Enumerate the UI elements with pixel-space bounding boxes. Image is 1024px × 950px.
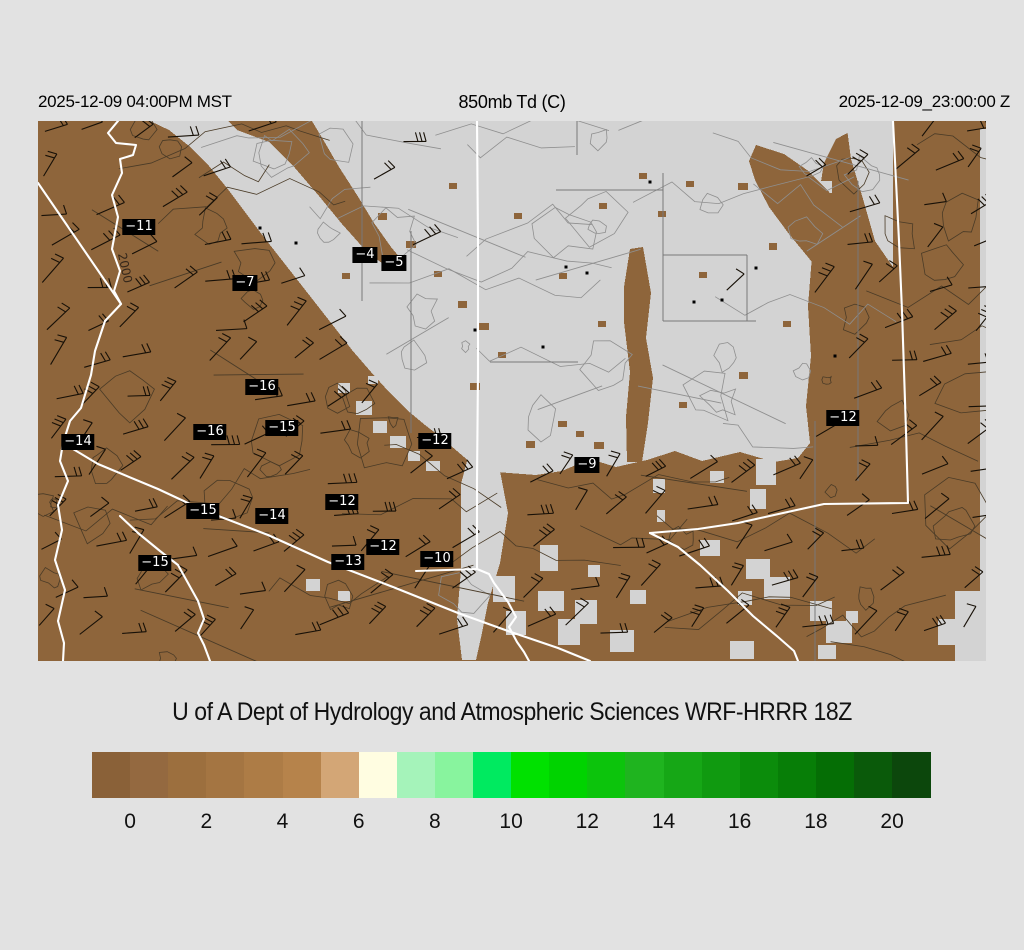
station-value-label: −9 (574, 457, 600, 473)
colorbar-tick-label: 0 (124, 810, 136, 833)
colorbar-tick-label: 20 (880, 810, 904, 833)
colorbar-cell (320, 752, 360, 798)
map-canvas: −11 −4 −5 −7 −16 −16 −15 −14 −12 −12 −9 −15 −14 −12 −1… (38, 121, 986, 661)
colorbar-cell (625, 752, 665, 798)
station-value-label: −12 (366, 539, 400, 555)
station-value-label: −15 (186, 503, 220, 519)
station-value-label: −13 (331, 554, 365, 570)
station-value-label: −16 (245, 379, 279, 395)
colorbar-cell (358, 752, 398, 798)
valid-time-local: 2025-12-09 04:00PM MST (38, 92, 232, 111)
colorbar-cell (206, 752, 245, 798)
colorbar-cell (168, 752, 207, 798)
station-value-label: −10 (420, 551, 454, 567)
colorbar-cell (777, 752, 817, 798)
station-value-label: −14 (61, 434, 95, 450)
colorbar-tick-label: 12 (575, 810, 599, 833)
colorbar-cell (549, 752, 588, 798)
colorbar-cell (739, 752, 779, 798)
colorbar (0, 752, 1024, 798)
colorbar-cell (434, 752, 474, 798)
station-value-label: −15 (265, 420, 299, 436)
colorbar-tick-label: 10 (499, 810, 523, 833)
colorbar-cell (815, 752, 855, 798)
colorbar-tick-label: 6 (352, 810, 365, 833)
station-value-label: −5 (381, 255, 407, 271)
colorbar-tick-label: 8 (429, 810, 441, 833)
station-value-label: −7 (232, 275, 258, 291)
colorbar-cell (854, 752, 893, 798)
colorbar-tick-label: 16 (728, 810, 752, 833)
map-caption: U of A Dept of Hydrology and Atmospheric… (172, 698, 852, 726)
colorbar-cell (244, 752, 284, 798)
colorbar-cell (396, 752, 436, 798)
colorbar-cell (511, 752, 550, 798)
colorbar-cell (473, 752, 512, 798)
colorbar-cell (587, 752, 626, 798)
station-value-label: −4 (352, 247, 378, 263)
map-graphics (38, 121, 986, 661)
valid-time-utc: 2025-12-09_23:00:00 Z (838, 92, 1011, 111)
station-value-label: −11 (122, 219, 156, 235)
colorbar-cell (892, 752, 931, 798)
colorbar-tick-label: 4 (276, 810, 289, 833)
colorbar-cell (92, 752, 131, 798)
station-value-label: −15 (138, 555, 172, 571)
station-value-label: −12 (418, 433, 452, 449)
station-value-label: −16 (193, 424, 227, 440)
product-title: 850mb Td (C) (458, 92, 566, 112)
colorbar-cell (663, 752, 703, 798)
colorbar-cell (282, 752, 322, 798)
station-value-label: −14 (255, 508, 289, 524)
station-value-label: −12 (325, 494, 359, 510)
colorbar-tick-label: 2 (200, 810, 213, 833)
colorbar-tick-label: 18 (804, 810, 828, 833)
colorbar-cell (130, 752, 169, 798)
colorbar-tick-labels: 0 2 4 6 8 10 12 14 16 18 20 (0, 810, 1024, 838)
colorbar-tick-label: 14 (651, 810, 676, 833)
colorbar-cell (701, 752, 741, 798)
station-value-label: −12 (826, 410, 860, 426)
